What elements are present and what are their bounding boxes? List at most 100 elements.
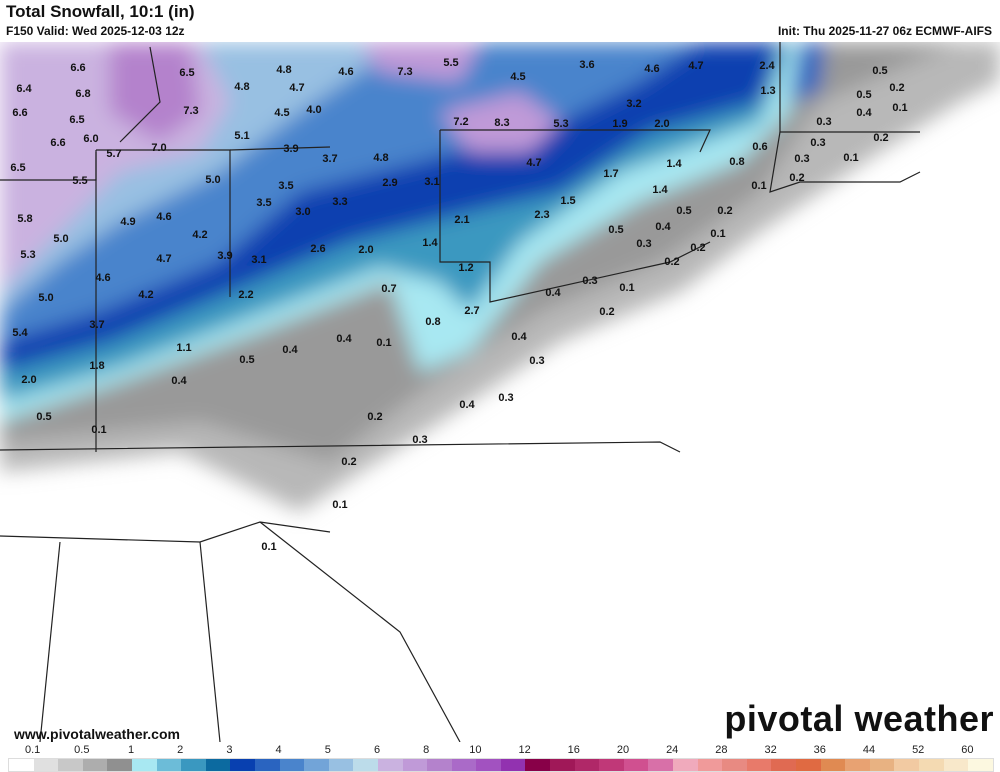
legend-swatch [722,759,747,771]
legend-tick: 0.5 [74,744,90,756]
legend-swatch [156,759,182,771]
map-header: Total Snowfall, 10:1 (in) F150 Valid: We… [0,0,1000,42]
snowfall-value-label: 0.1 [376,337,392,349]
snowfall-value-label: 0.5 [676,205,692,217]
legend-tick: 5 [324,744,331,756]
snowfall-value-label: 3.7 [322,153,338,165]
state-borders [0,42,921,742]
snowfall-value-label: 0.5 [36,411,52,423]
snowfall-value-label: 4.7 [156,253,172,265]
snowfall-value-label: 3.5 [278,180,294,192]
legend-tick: 20 [616,744,630,756]
snowfall-value-label: 2.0 [358,244,374,256]
snowfall-value-label: 4.5 [274,107,290,119]
legend-tick: 44 [862,744,876,756]
snowfall-value-label: 6.6 [50,137,66,149]
snowfall-value-label: 6.5 [69,114,85,126]
snowfall-value-label: 7.3 [397,66,413,78]
snowfall-map[interactable]: 6.6 6.5 4.8 4.6 7.3 5.5 4.5 3.6 4.6 4.7 2.4 0.5 6.4 6… [0,42,1000,742]
snowfall-value-label: 2.6 [310,243,326,255]
site-url[interactable]: www.pivotalweather.com [14,726,180,742]
snowfall-value-label: 0.4 [171,375,187,387]
snowfall-value-label: 2.7 [464,305,480,317]
legend-swatch [771,759,796,771]
snowfall-value-label: 0.2 [367,411,383,423]
snowfall-value-label: 0.3 [529,355,545,367]
snowfall-value-label: 0.3 [582,275,598,287]
snowfall-value-label: 3.1 [424,176,440,188]
valid-time: F150 Valid: Wed 2025-12-03 12z [6,24,185,38]
snowfall-value-label: 6.5 [179,67,195,79]
snowfall-value-label: 1.2 [458,262,474,274]
legend-swatch [279,759,305,771]
snowfall-value-label: 0.3 [816,116,832,128]
pivotal-weather-logo: pivotal weather [724,698,994,739]
legend-tick: 24 [666,744,679,756]
snowfall-value-label: 3.3 [332,196,348,208]
snowfall-value-label: 2.3 [534,209,550,221]
snowfall-value-label: 0.3 [810,137,826,149]
snowfall-value-label: 0.7 [381,283,397,295]
snowfall-value-label: 5.0 [38,292,54,304]
legend-tick: 0.1 [24,744,41,756]
legend-colorbar [8,758,994,772]
snowfall-value-label: 4.8 [234,81,250,93]
snowfall-value-label: 3.9 [217,250,233,262]
snowfall-value-label: 4.8 [276,64,292,76]
legend-tick: 36 [813,744,826,756]
legend-swatch [574,759,600,771]
legend-swatch [58,759,83,771]
snowfall-value-label: 3.5 [256,197,272,209]
legend-tick: 10 [469,744,482,756]
snowfall-value-label: 1.9 [612,118,628,130]
snowfall-value-label: 3.1 [251,254,267,266]
snowfall-value-label: 0.2 [664,256,680,268]
legend-tick: 28 [715,744,728,756]
snowfall-value-label: 0.1 [332,499,348,511]
snowfall-value-label: 0.3 [498,392,514,404]
snowfall-value-label: 4.6 [644,63,660,75]
snowfall-value-label: 5.1 [234,130,250,142]
snowfall-value-label: 4.6 [95,272,111,284]
legend-swatch [796,759,821,771]
snowfall-value-label: 1.4 [652,184,668,196]
snowfall-value-label: 0.2 [789,172,805,184]
snowfall-value-label: 6.8 [75,88,91,100]
legend-swatch [525,759,551,771]
snowfall-value-label: 0.1 [261,541,277,553]
snowfall-value-label: 0.2 [889,82,905,94]
snowfall-value-label: 1.5 [560,195,576,207]
legend-swatch [673,759,698,771]
snowfall-shading [0,42,1000,742]
legend-tick: 8 [423,744,430,756]
snowfall-value-label: 4.7 [688,60,704,72]
snowfall-value-label: 1.3 [760,85,776,97]
snowfall-value-label: 2.4 [759,60,775,72]
snowfall-value-label: 4.5 [510,71,526,83]
snowfall-value-label: 4.2 [192,229,208,241]
legend-swatch [500,759,526,771]
legend-swatch [402,759,428,771]
snowfall-value-label: 0.3 [794,153,810,165]
snowfall-value-label: 1.7 [603,168,619,180]
snowfall-value-label: 0.4 [856,107,872,119]
legend-swatch [943,759,969,771]
snowfall-value-label: 4.6 [338,66,354,78]
snowfall-value-label: 3.0 [295,206,311,218]
legend-tick: 12 [518,744,531,756]
legend-swatch [451,759,477,771]
map-title: Total Snowfall, 10:1 (in) [6,2,195,21]
snowfall-value-label: 4.9 [120,216,136,228]
snowfall-value-label: 7.2 [453,116,469,128]
snowfall-value-label: 0.1 [843,152,859,164]
snowfall-value-label: 5.8 [17,213,33,225]
legend-swatch [230,759,255,771]
snowfall-value-label: 0.5 [872,65,888,77]
legend-swatch [648,759,674,771]
legend-tick: 4 [275,744,282,756]
snowfall-value-label: 3.6 [579,59,595,71]
snowfall-value-label: 0.1 [892,102,908,114]
legend-swatch [550,759,575,771]
snowfall-value-label: 5.0 [53,233,69,245]
snowfall-value-label: 1.4 [422,237,438,249]
